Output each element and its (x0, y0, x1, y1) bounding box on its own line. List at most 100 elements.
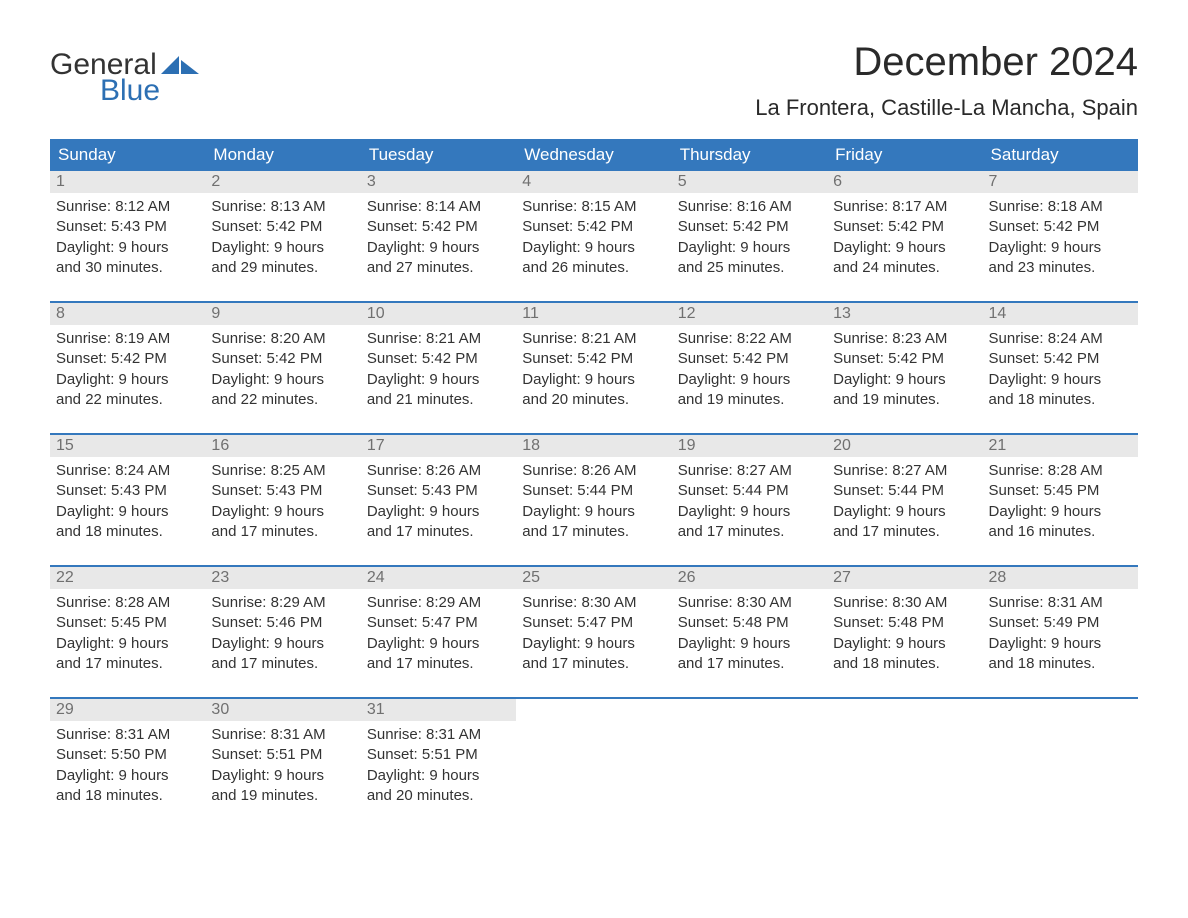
sunrise-text: Sunrise: 8:21 AM (367, 329, 510, 349)
sunset-text: Sunset: 5:42 PM (56, 349, 199, 369)
day-number: 16 (205, 435, 360, 457)
sunset-text: Sunset: 5:50 PM (56, 745, 199, 765)
daylight-text-2: and 21 minutes. (367, 390, 510, 410)
day-number: 21 (983, 435, 1138, 457)
sunrise-text: Sunrise: 8:20 AM (211, 329, 354, 349)
daylight-text-2: and 27 minutes. (367, 258, 510, 278)
day-number: 7 (983, 171, 1138, 193)
calendar-cell: 4Sunrise: 8:15 AMSunset: 5:42 PMDaylight… (516, 171, 671, 291)
calendar-cell: 30Sunrise: 8:31 AMSunset: 5:51 PMDayligh… (205, 699, 360, 819)
daylight-text-1: Daylight: 9 hours (211, 238, 354, 258)
calendar: Sunday Monday Tuesday Wednesday Thursday… (50, 139, 1138, 819)
week-row: 1Sunrise: 8:12 AMSunset: 5:43 PMDaylight… (50, 171, 1138, 291)
day-number: 20 (827, 435, 982, 457)
sunset-text: Sunset: 5:42 PM (833, 217, 976, 237)
week-row: 8Sunrise: 8:19 AMSunset: 5:42 PMDaylight… (50, 301, 1138, 423)
calendar-cell: 3Sunrise: 8:14 AMSunset: 5:42 PMDaylight… (361, 171, 516, 291)
calendar-cell (827, 699, 982, 819)
day-number: 19 (672, 435, 827, 457)
calendar-cell: 15Sunrise: 8:24 AMSunset: 5:43 PMDayligh… (50, 435, 205, 555)
day-number: 29 (50, 699, 205, 721)
daylight-text-1: Daylight: 9 hours (989, 238, 1132, 258)
month-title: December 2024 (755, 40, 1138, 85)
cell-body: Sunrise: 8:31 AMSunset: 5:49 PMDaylight:… (983, 589, 1138, 678)
sunrise-text: Sunrise: 8:19 AM (56, 329, 199, 349)
day-number: 28 (983, 567, 1138, 589)
daylight-text-1: Daylight: 9 hours (211, 502, 354, 522)
daylight-text-2: and 20 minutes. (522, 390, 665, 410)
sunrise-text: Sunrise: 8:30 AM (678, 593, 821, 613)
calendar-cell: 9Sunrise: 8:20 AMSunset: 5:42 PMDaylight… (205, 303, 360, 423)
sunrise-text: Sunrise: 8:12 AM (56, 197, 199, 217)
sunset-text: Sunset: 5:48 PM (678, 613, 821, 633)
day-number: 5 (672, 171, 827, 193)
calendar-cell: 21Sunrise: 8:28 AMSunset: 5:45 PMDayligh… (983, 435, 1138, 555)
sunrise-text: Sunrise: 8:28 AM (56, 593, 199, 613)
cell-body: Sunrise: 8:22 AMSunset: 5:42 PMDaylight:… (672, 325, 827, 414)
sunset-text: Sunset: 5:51 PM (211, 745, 354, 765)
calendar-cell (983, 699, 1138, 819)
calendar-cell: 10Sunrise: 8:21 AMSunset: 5:42 PMDayligh… (361, 303, 516, 423)
cell-body: Sunrise: 8:24 AMSunset: 5:42 PMDaylight:… (983, 325, 1138, 414)
daylight-text-2: and 25 minutes. (678, 258, 821, 278)
sunset-text: Sunset: 5:42 PM (211, 349, 354, 369)
daylight-text-1: Daylight: 9 hours (367, 634, 510, 654)
cell-body: Sunrise: 8:28 AMSunset: 5:45 PMDaylight:… (983, 457, 1138, 546)
day-number: 10 (361, 303, 516, 325)
calendar-cell: 25Sunrise: 8:30 AMSunset: 5:47 PMDayligh… (516, 567, 671, 687)
cell-body: Sunrise: 8:31 AMSunset: 5:51 PMDaylight:… (361, 721, 516, 810)
sunrise-text: Sunrise: 8:17 AM (833, 197, 976, 217)
sunrise-text: Sunrise: 8:27 AM (833, 461, 976, 481)
cell-body: Sunrise: 8:17 AMSunset: 5:42 PMDaylight:… (827, 193, 982, 282)
day-header: Wednesday (516, 139, 671, 171)
sunset-text: Sunset: 5:42 PM (989, 349, 1132, 369)
sunset-text: Sunset: 5:42 PM (678, 217, 821, 237)
sunrise-text: Sunrise: 8:25 AM (211, 461, 354, 481)
sunrise-text: Sunrise: 8:28 AM (989, 461, 1132, 481)
cell-body: Sunrise: 8:18 AMSunset: 5:42 PMDaylight:… (983, 193, 1138, 282)
cell-body: Sunrise: 8:30 AMSunset: 5:48 PMDaylight:… (827, 589, 982, 678)
daylight-text-1: Daylight: 9 hours (522, 370, 665, 390)
daylight-text-2: and 16 minutes. (989, 522, 1132, 542)
day-number: 6 (827, 171, 982, 193)
calendar-cell: 28Sunrise: 8:31 AMSunset: 5:49 PMDayligh… (983, 567, 1138, 687)
calendar-cell: 16Sunrise: 8:25 AMSunset: 5:43 PMDayligh… (205, 435, 360, 555)
daylight-text-2: and 19 minutes. (833, 390, 976, 410)
calendar-cell: 2Sunrise: 8:13 AMSunset: 5:42 PMDaylight… (205, 171, 360, 291)
daylight-text-2: and 17 minutes. (522, 654, 665, 674)
calendar-cell: 19Sunrise: 8:27 AMSunset: 5:44 PMDayligh… (672, 435, 827, 555)
day-header: Monday (205, 139, 360, 171)
daylight-text-2: and 18 minutes. (56, 522, 199, 542)
cell-body: Sunrise: 8:30 AMSunset: 5:48 PMDaylight:… (672, 589, 827, 678)
day-number: 2 (205, 171, 360, 193)
daylight-text-2: and 17 minutes. (56, 654, 199, 674)
day-header: Friday (827, 139, 982, 171)
logo-word-2: Blue (100, 76, 160, 106)
sunrise-text: Sunrise: 8:31 AM (367, 725, 510, 745)
daylight-text-1: Daylight: 9 hours (989, 370, 1132, 390)
week-row: 22Sunrise: 8:28 AMSunset: 5:45 PMDayligh… (50, 565, 1138, 687)
sunrise-text: Sunrise: 8:24 AM (989, 329, 1132, 349)
sunrise-text: Sunrise: 8:29 AM (211, 593, 354, 613)
day-number: 31 (361, 699, 516, 721)
calendar-cell: 1Sunrise: 8:12 AMSunset: 5:43 PMDaylight… (50, 171, 205, 291)
daylight-text-1: Daylight: 9 hours (56, 502, 199, 522)
cell-body: Sunrise: 8:12 AMSunset: 5:43 PMDaylight:… (50, 193, 205, 282)
page-header: General Blue December 2024 La Frontera, … (50, 40, 1138, 121)
daylight-text-1: Daylight: 9 hours (833, 370, 976, 390)
daylight-text-1: Daylight: 9 hours (211, 766, 354, 786)
cell-body: Sunrise: 8:20 AMSunset: 5:42 PMDaylight:… (205, 325, 360, 414)
calendar-cell: 13Sunrise: 8:23 AMSunset: 5:42 PMDayligh… (827, 303, 982, 423)
cell-body: Sunrise: 8:30 AMSunset: 5:47 PMDaylight:… (516, 589, 671, 678)
day-number: 30 (205, 699, 360, 721)
cell-body: Sunrise: 8:27 AMSunset: 5:44 PMDaylight:… (672, 457, 827, 546)
daylight-text-1: Daylight: 9 hours (367, 238, 510, 258)
calendar-cell: 20Sunrise: 8:27 AMSunset: 5:44 PMDayligh… (827, 435, 982, 555)
cell-body: Sunrise: 8:25 AMSunset: 5:43 PMDaylight:… (205, 457, 360, 546)
day-number: 22 (50, 567, 205, 589)
day-header: Thursday (672, 139, 827, 171)
day-number: 26 (672, 567, 827, 589)
cell-body: Sunrise: 8:29 AMSunset: 5:47 PMDaylight:… (361, 589, 516, 678)
sunset-text: Sunset: 5:42 PM (678, 349, 821, 369)
calendar-cell: 24Sunrise: 8:29 AMSunset: 5:47 PMDayligh… (361, 567, 516, 687)
